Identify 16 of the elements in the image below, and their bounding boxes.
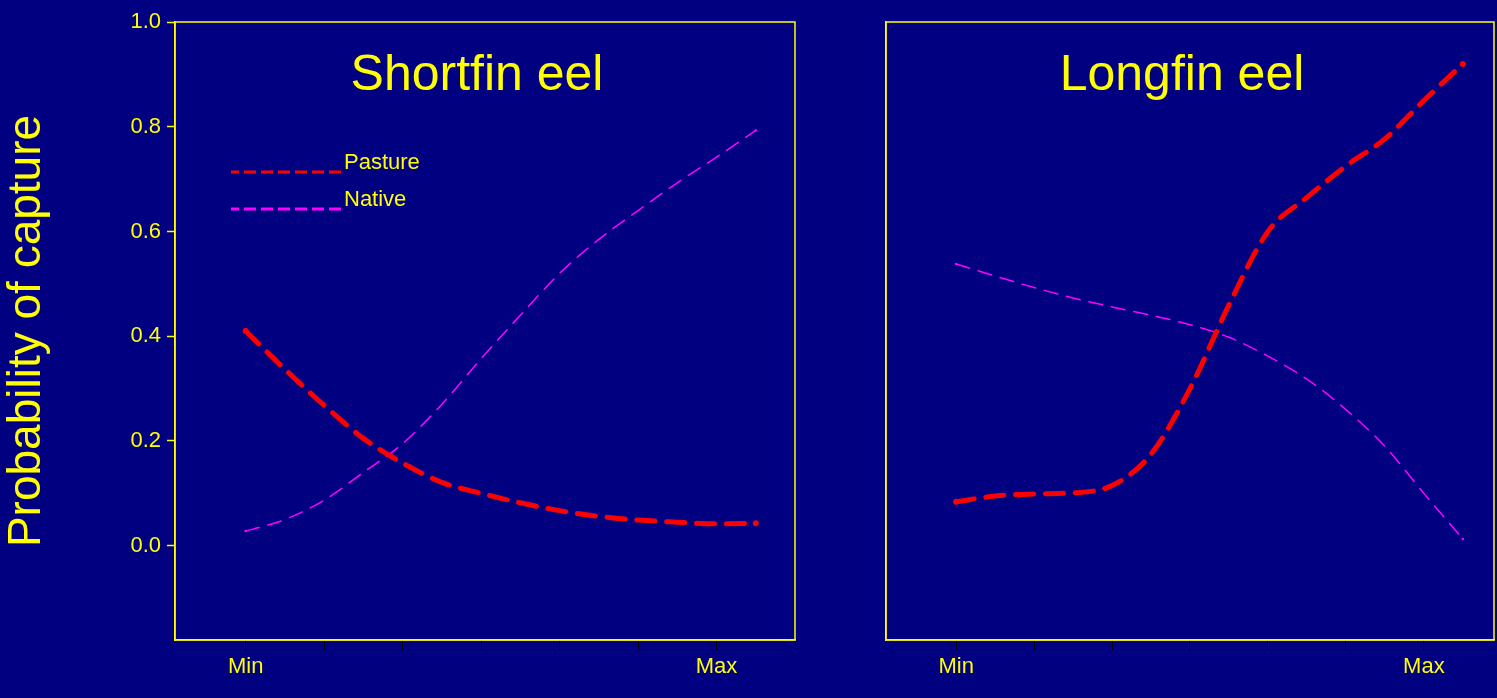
y-tick-label: 0.6 — [130, 217, 161, 243]
y-tick-label: 0.4 — [130, 322, 161, 348]
x-tick-label: Max — [695, 653, 738, 679]
line-series — [244, 129, 757, 532]
y-tick-label: 1.0 — [130, 8, 161, 34]
y-tick-label: 0.0 — [130, 531, 161, 557]
text: Shortfin eel — [350, 44, 604, 101]
text: Longfin eel — [1059, 44, 1305, 101]
y-tick-label: 0.2 — [130, 427, 161, 453]
legend-label: Pasture — [344, 149, 420, 175]
legend-label: Native — [344, 186, 407, 212]
y-tick-label: 0.8 — [130, 112, 161, 138]
x-tick-label: Min — [227, 653, 264, 679]
x-tick-label: Max — [1403, 653, 1445, 679]
x-tick-label: Min — [938, 653, 974, 679]
y-axis-title: Probability of capture — [0, 114, 51, 548]
